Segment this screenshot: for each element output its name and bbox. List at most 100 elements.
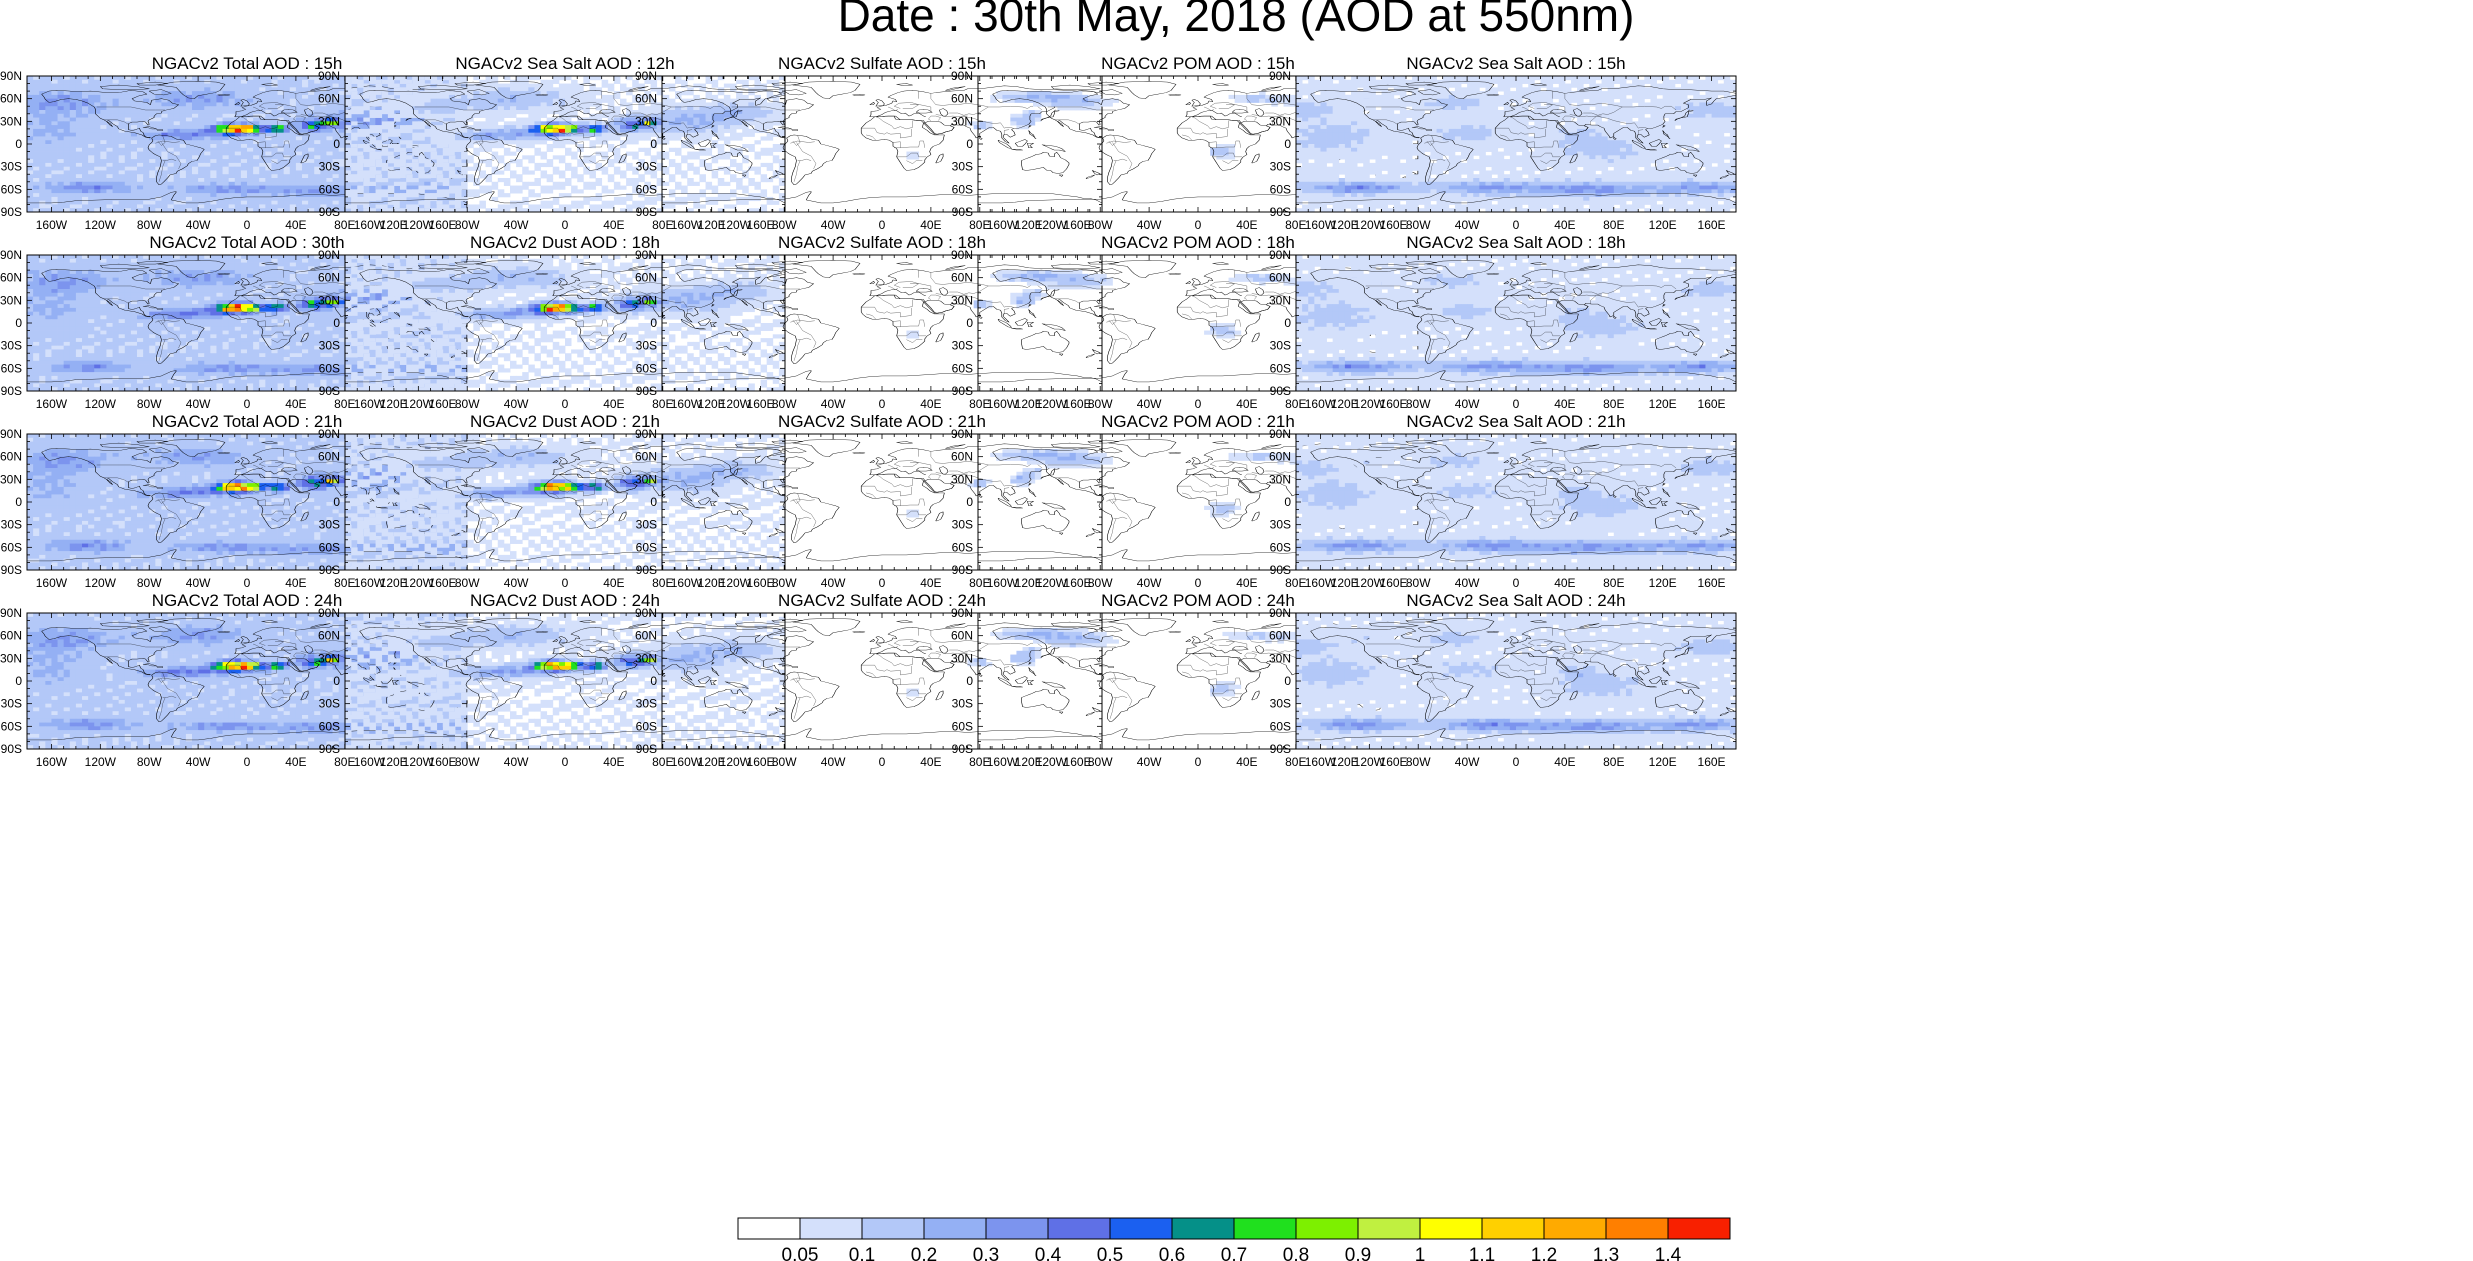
- lat-tick-label: 90S: [1270, 205, 1291, 219]
- lon-tick-label: 40W: [1137, 218, 1162, 232]
- colorbar-swatch: [1544, 1218, 1606, 1239]
- lon-tick-label: 160W: [36, 755, 68, 769]
- colorbar-label: 0.5: [1097, 1245, 1123, 1261]
- aod-field: [1296, 76, 1736, 212]
- lon-tick-label: 40E: [285, 397, 306, 411]
- lat-tick-label: 90N: [1269, 606, 1291, 620]
- lat-tick-label: 60S: [636, 182, 657, 196]
- lon-tick-label: 160W: [987, 755, 1019, 769]
- lon-tick-label: 160W: [1305, 755, 1337, 769]
- lon-tick-label: 0: [244, 755, 251, 769]
- lon-tick-label: 120W: [403, 755, 435, 769]
- lat-tick-label: 60S: [952, 182, 973, 196]
- lon-tick-label: 40E: [603, 397, 624, 411]
- lon-tick-label: 40W: [1455, 576, 1480, 590]
- lat-tick-label: 30N: [1269, 293, 1291, 307]
- lon-tick-label: 120W: [1036, 218, 1068, 232]
- lat-tick-label: 60S: [1, 361, 22, 375]
- lon-tick-label: 160W: [671, 576, 703, 590]
- lon-tick-label: 80E: [334, 218, 355, 232]
- lon-tick-label: 80W: [1406, 576, 1431, 590]
- lat-tick-label: 60S: [1, 540, 22, 554]
- panel-title: NGACv2 Sea Salt AOD : 15h: [1406, 54, 1625, 73]
- colorbar-swatch: [1420, 1218, 1482, 1239]
- lat-tick-label: 60S: [636, 540, 657, 554]
- lat-tick-label: 0: [966, 674, 973, 688]
- lat-tick-label: 30S: [952, 697, 973, 711]
- lat-tick-label: 60S: [636, 719, 657, 733]
- lat-tick-label: 30S: [636, 160, 657, 174]
- lon-tick-label: 120W: [1036, 576, 1068, 590]
- colorbar-swatch: [1234, 1218, 1296, 1239]
- lat-tick-label: 30S: [1, 339, 22, 353]
- lon-tick-label: 80E: [334, 397, 355, 411]
- lon-tick-label: 0: [1513, 576, 1520, 590]
- lat-tick-label: 90N: [0, 606, 22, 620]
- lat-tick-label: 90S: [319, 384, 340, 398]
- lon-tick-label: 40E: [1554, 576, 1575, 590]
- colorbar-label: 0.9: [1345, 1245, 1371, 1261]
- lat-tick-label: 30N: [318, 472, 340, 486]
- lat-tick-label: 0: [966, 137, 973, 151]
- colorbar-label: 1.4: [1655, 1245, 1682, 1261]
- lat-tick-label: 30S: [636, 339, 657, 353]
- lon-tick-label: 160W: [354, 576, 386, 590]
- lon-tick-label: 80W: [1088, 218, 1113, 232]
- lon-tick-label: 80W: [137, 755, 162, 769]
- lon-tick-label: 160E: [1698, 576, 1726, 590]
- lon-tick-label: 120W: [403, 576, 435, 590]
- lon-tick-label: 80W: [1088, 397, 1113, 411]
- lon-tick-label: 40E: [603, 218, 624, 232]
- lon-tick-label: 80W: [137, 218, 162, 232]
- lon-tick-label: 120W: [720, 218, 752, 232]
- lat-tick-label: 0: [15, 316, 22, 330]
- panel-title: NGACv2 Total AOD : 30th: [149, 233, 344, 252]
- lat-tick-label: 0: [333, 674, 340, 688]
- lat-tick-label: 90N: [635, 427, 657, 441]
- lat-tick-label: 60N: [951, 92, 973, 106]
- colorbar-swatch: [1296, 1218, 1358, 1239]
- lon-tick-label: 120W: [85, 397, 117, 411]
- panel-title: NGACv2 Dust AOD : 18h: [470, 233, 660, 252]
- lat-tick-label: 30S: [636, 697, 657, 711]
- lat-tick-label: 90N: [635, 606, 657, 620]
- lat-tick-label: 60N: [0, 271, 22, 285]
- lat-tick-label: 30S: [1270, 160, 1291, 174]
- lat-tick-label: 60N: [635, 629, 657, 643]
- lat-tick-label: 30N: [0, 472, 22, 486]
- lon-tick-label: 80E: [1285, 218, 1306, 232]
- panel-title: NGACv2 Sea Salt AOD : 21h: [1406, 412, 1625, 431]
- colorbar-label: 0.8: [1283, 1245, 1309, 1261]
- lon-tick-label: 80W: [1088, 755, 1113, 769]
- lat-tick-label: 90N: [0, 248, 22, 262]
- lat-tick-label: 30N: [0, 293, 22, 307]
- lat-tick-label: 90S: [636, 742, 657, 756]
- lat-tick-label: 60N: [318, 450, 340, 464]
- lon-tick-label: 0: [562, 397, 569, 411]
- lon-tick-label: 80W: [455, 397, 480, 411]
- colorbar-label: 0.1: [849, 1245, 875, 1261]
- lat-tick-label: 0: [1284, 674, 1291, 688]
- lat-tick-label: 90N: [951, 248, 973, 262]
- lat-tick-label: 60N: [635, 271, 657, 285]
- lat-tick-label: 30N: [0, 114, 22, 128]
- colorbar-swatch: [1110, 1218, 1172, 1239]
- lon-tick-label: 120W: [1354, 576, 1386, 590]
- lon-tick-label: 40W: [1137, 397, 1162, 411]
- lon-tick-label: 160W: [36, 218, 68, 232]
- lon-tick-label: 40E: [920, 576, 941, 590]
- lon-tick-label: 0: [244, 218, 251, 232]
- panels-layer: NGACv2 Total AOD : 15h90N60N30N030S60S90…: [0, 54, 1736, 769]
- lat-tick-label: 90N: [1269, 248, 1291, 262]
- lon-tick-label: 120W: [1354, 397, 1386, 411]
- lat-tick-label: 30S: [319, 339, 340, 353]
- lon-tick-label: 80E: [1285, 397, 1306, 411]
- colorbar: 0.05 0.1 0.2 0.3 0.4 0.5 0.6 0.7 0.8 0.9 1 1.1 1.2 1.…: [738, 1218, 1730, 1261]
- lat-tick-label: 0: [966, 316, 973, 330]
- lon-tick-label: 80W: [455, 755, 480, 769]
- lon-tick-label: 160W: [1305, 576, 1337, 590]
- lon-tick-label: 0: [1195, 576, 1202, 590]
- lon-tick-label: 40W: [1137, 755, 1162, 769]
- lat-tick-label: 60S: [1270, 540, 1291, 554]
- lon-tick-label: 160W: [1305, 397, 1337, 411]
